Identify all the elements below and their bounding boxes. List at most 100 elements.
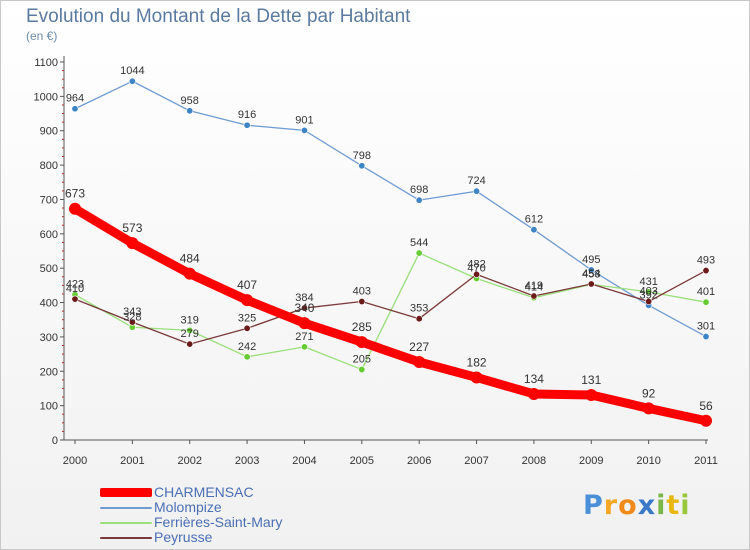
data-point-peyrusse [300,304,308,312]
data-point-charmensac [241,294,254,307]
data-label-molompize: 798 [353,150,371,162]
data-label-ferrieres-saint-mary: 431 [639,276,657,288]
data-label-peyrusse: 454 [582,268,600,280]
x-tick-label: 2001 [120,455,144,467]
x-tick-label: 2002 [177,455,201,467]
chart-title: Evolution du Montant de la Dette par Hab… [26,6,411,27]
x-tick-label: 2006 [407,455,431,467]
data-label-ferrieres-saint-mary: 414 [525,282,543,294]
data-label-peyrusse: 279 [181,328,199,340]
data-point-peyrusse [243,324,251,332]
y-tick-label: 400 [40,298,58,310]
data-point-ferrieres-saint-mary [645,288,653,296]
data-point-peyrusse [358,298,366,306]
data-point-peyrusse [587,280,595,288]
y-tick-label: 500 [40,263,58,275]
x-tick-label: 2003 [235,455,259,467]
data-label-peyrusse: 493 [697,255,715,267]
data-label-ferrieres-saint-mary: 423 [66,279,84,291]
data-label-ferrieres-saint-mary: 242 [238,341,256,353]
data-point-charmensac [470,371,483,384]
data-point-molompize [530,226,538,234]
data-labels-layer: 964 1044 958 916 901 798 698 724 612 495 392 301 423… [65,65,715,413]
data-point-peyrusse [473,270,481,278]
data-label-peyrusse: 482 [467,258,485,270]
data-point-charmensac [298,317,311,330]
legend-swatch [100,536,152,539]
data-label-charmensac: 673 [65,187,85,201]
data-label-peyrusse: 419 [525,280,543,292]
legend-label: CHARMENSAC [154,484,254,500]
data-point-ferrieres-saint-mary [243,353,251,361]
logo-letter: i [656,490,667,521]
series-line-peyrusse [74,269,707,345]
data-point-ferrieres-saint-mary [186,326,194,334]
data-label-peyrusse: 325 [238,312,256,324]
data-point-peyrusse [702,267,710,275]
legend-item: Peyrusse [100,530,282,545]
series-layer [69,77,712,427]
logo-letter: o [618,490,638,521]
x-tick-label: 2011 [694,455,718,467]
data-point-charmensac [642,402,655,415]
data-label-ferrieres-saint-mary: 453 [582,268,600,280]
data-point-molompize [300,126,308,134]
data-point-charmensac [700,414,712,427]
data-label-charmensac: 573 [122,221,142,235]
data-point-peyrusse [645,298,653,306]
y-tick-label: 200 [40,366,58,378]
data-label-ferrieres-saint-mary: 319 [181,314,199,326]
series-line-charmensac [70,204,711,426]
logo-letter: t [666,490,681,521]
data-label-ferrieres-saint-mary: 544 [410,237,428,249]
y-tick-label: 700 [40,194,58,206]
data-label-molompize: 958 [181,95,199,107]
chart-legend: CHARMENSAC Molompize Ferrières-Saint-Mary P… [100,485,282,545]
chart-subtitle: (en €) [26,29,58,43]
logo-letter: x [637,490,657,521]
data-point-molompize [473,187,481,195]
data-label-molompize: 301 [697,321,715,333]
data-label-charmensac: 131 [581,373,601,387]
data-point-ferrieres-saint-mary [300,343,308,351]
data-point-peyrusse [415,315,423,323]
data-point-charmensac [413,355,426,368]
data-point-molompize [128,77,136,85]
y-tick-label: 300 [40,332,58,344]
y-tick-label: 1000 [34,91,58,103]
y-tick-label: 600 [40,229,58,241]
y-tick-label: 900 [40,126,58,138]
data-label-ferrieres-saint-mary: 205 [353,354,371,366]
legend-swatch [100,521,152,524]
data-point-molompize [71,105,79,113]
logo-letter: i [680,490,691,521]
proxiti-logo: Proxiti [583,490,691,521]
legend-item: Molompize [100,500,282,515]
y-tick-label: 1100 [34,57,58,69]
data-label-molompize: 1044 [120,65,144,77]
data-label-molompize: 392 [639,289,657,301]
x-tick-label: 2010 [636,455,660,467]
data-label-ferrieres-saint-mary: 470 [467,262,485,274]
data-point-ferrieres-saint-mary [702,298,710,306]
x-tick-label: 2009 [579,455,603,467]
data-point-ferrieres-saint-mary [415,249,423,257]
data-point-charmensac [585,388,598,401]
legend-label: Peyrusse [154,529,213,545]
x-tick-label: 2005 [350,455,374,467]
data-label-peyrusse: 384 [295,292,313,304]
data-label-peyrusse: 403 [639,286,657,298]
legend-label: Ferrières-Saint-Mary [154,514,283,530]
data-point-peyrusse [530,292,538,300]
series-line-molompize [74,80,707,338]
logo-letter: P [583,490,604,521]
x-tick-label: 2008 [522,455,546,467]
data-label-molompize: 901 [295,114,313,126]
data-label-charmensac: 182 [467,355,487,369]
data-label-molompize: 495 [582,254,600,266]
data-label-molompize: 724 [467,175,485,187]
x-tick-label: 2007 [464,455,488,467]
data-point-molompize [186,107,194,115]
